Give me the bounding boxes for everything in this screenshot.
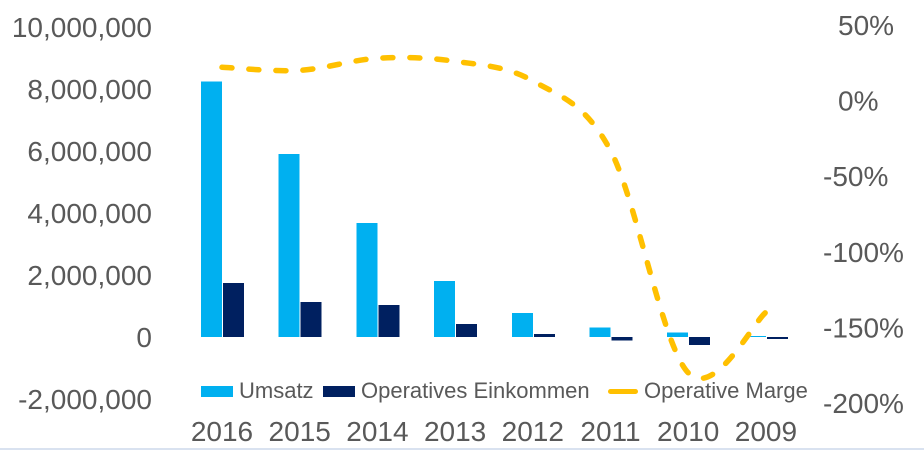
bar-einkommen-2016	[223, 282, 244, 337]
left-axis-tick: -2,000,000	[18, 384, 152, 415]
x-axis-label: 2014	[346, 416, 408, 447]
bar-einkommen-2013	[456, 323, 478, 337]
left-axis-tick: 4,000,000	[27, 198, 152, 229]
right-axis-tick: -100%	[823, 237, 904, 268]
operative-marge-line	[219, 54, 769, 382]
bar-umsatz-2014	[356, 222, 378, 337]
x-axis-label: 2015	[269, 416, 331, 447]
left-axis-tick: 6,000,000	[27, 136, 152, 167]
right-axis-tick: 0%	[838, 86, 878, 117]
bottom-divider	[0, 448, 924, 450]
bar-umsatz-2009	[744, 335, 766, 337]
x-axis-label: 2013	[424, 416, 486, 447]
left-axis-tick: 10,000,000	[12, 12, 152, 43]
bar-einkommen-2010	[689, 337, 711, 345]
left-axis-tick: 8,000,000	[27, 74, 152, 105]
left-axis-tick: 0	[136, 322, 152, 353]
x-axis-label: 2010	[657, 416, 719, 447]
right-axis-tick: -50%	[823, 161, 888, 192]
bar-umsatz-2012	[511, 312, 533, 337]
bar-einkommen-2014	[378, 305, 400, 337]
bar-umsatz-2015	[278, 154, 300, 337]
right-axis-tick: 50%	[838, 10, 894, 41]
bar-einkommen-2009	[766, 337, 788, 339]
right-axis-tick: -200%	[823, 388, 904, 419]
bar-umsatz-2010	[667, 332, 689, 337]
left-axis-tick: 2,000,000	[27, 260, 152, 291]
right-axis-tick: -150%	[823, 312, 904, 343]
x-axis-label: 2012	[502, 416, 564, 447]
x-axis-label: 2009	[735, 416, 797, 447]
bar-einkommen-2011	[611, 337, 633, 341]
bar-umsatz-2013	[434, 280, 456, 337]
bar-umsatz-2011	[589, 327, 611, 337]
bar-einkommen-2012	[533, 333, 555, 337]
bar-umsatz-2016	[201, 81, 222, 337]
bar-einkommen-2015	[300, 301, 322, 337]
x-axis-label: 2011	[580, 416, 640, 447]
x-axis-label: 2016	[191, 416, 253, 447]
